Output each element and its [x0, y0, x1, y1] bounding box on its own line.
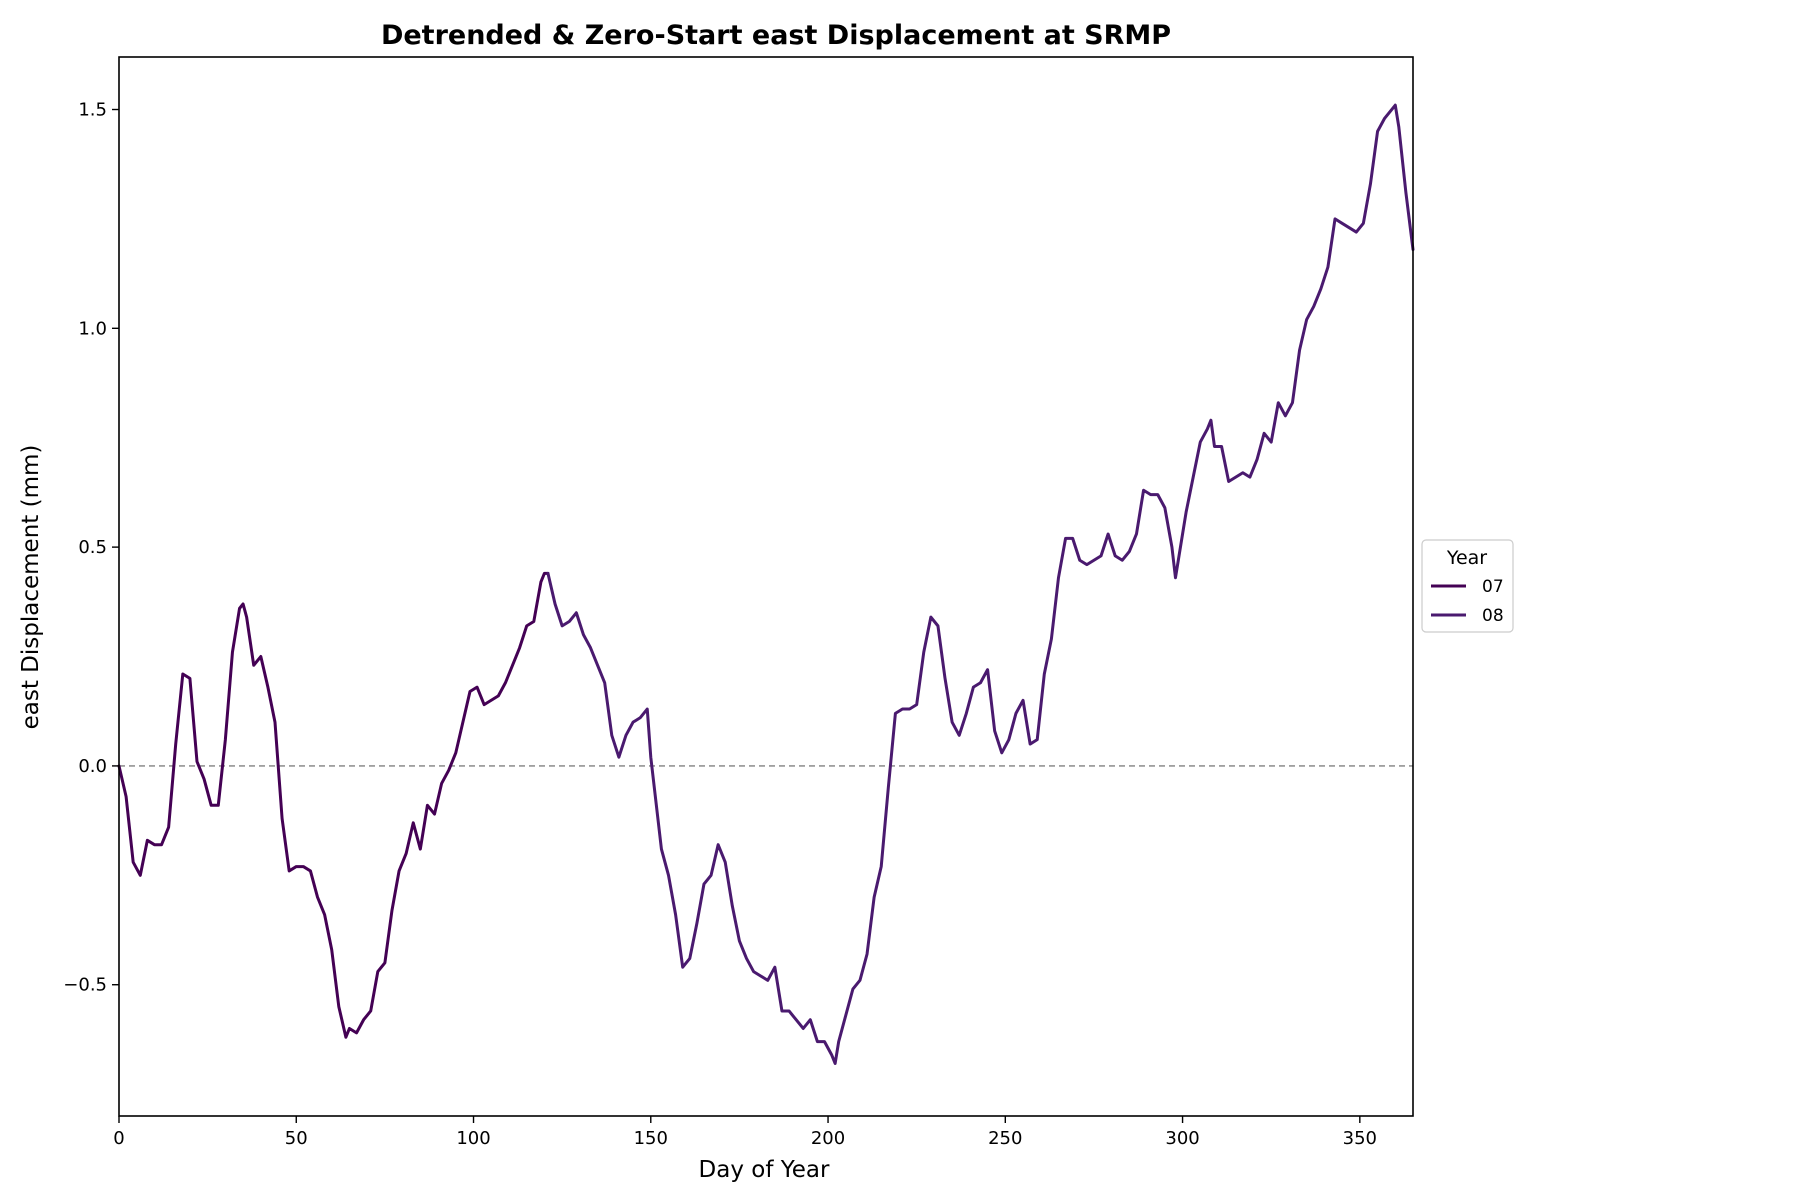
x-tick-label: 350 — [1343, 1128, 1377, 1149]
legend-label-08: 08 — [1482, 606, 1504, 626]
plot-area — [117, 56, 1415, 1117]
x-tick-label: 100 — [456, 1128, 490, 1149]
y-tick-label: 1.0 — [78, 318, 107, 339]
series-layer — [117, 103, 1415, 1065]
x-tick-label: 200 — [811, 1128, 845, 1149]
series-line-08 — [546, 103, 1415, 1065]
x-tick-label: 50 — [285, 1128, 308, 1149]
legend-label-07: 07 — [1482, 577, 1504, 597]
chart-title: Detrended & Zero-Start east Displacement… — [381, 20, 1171, 51]
y-tick-label: 0.5 — [78, 537, 107, 558]
x-axis: 0 50 100 150 200 250 300 350 — [113, 1116, 1377, 1149]
x-axis-label: Day of Year — [699, 1157, 830, 1183]
y-tick-label: 0.0 — [78, 756, 107, 777]
y-tick-label: 1.5 — [78, 100, 107, 121]
plot-frame — [118, 56, 1414, 1117]
x-tick-label: 150 — [634, 1128, 668, 1149]
x-tick-label: 0 — [113, 1128, 124, 1149]
y-tick-label: −0.5 — [63, 975, 107, 996]
y-axis-label: east Displacement (mm) — [18, 445, 44, 730]
legend-box — [1421, 539, 1514, 633]
y-axis: −0.5 0.0 0.5 1.0 1.5 — [63, 100, 119, 996]
legend: Year 07 08 — [1421, 539, 1514, 633]
legend-title: Year — [1446, 547, 1487, 569]
x-tick-label: 250 — [988, 1128, 1022, 1149]
series-line-07 — [117, 571, 550, 1039]
x-tick-label: 300 — [1165, 1128, 1199, 1149]
